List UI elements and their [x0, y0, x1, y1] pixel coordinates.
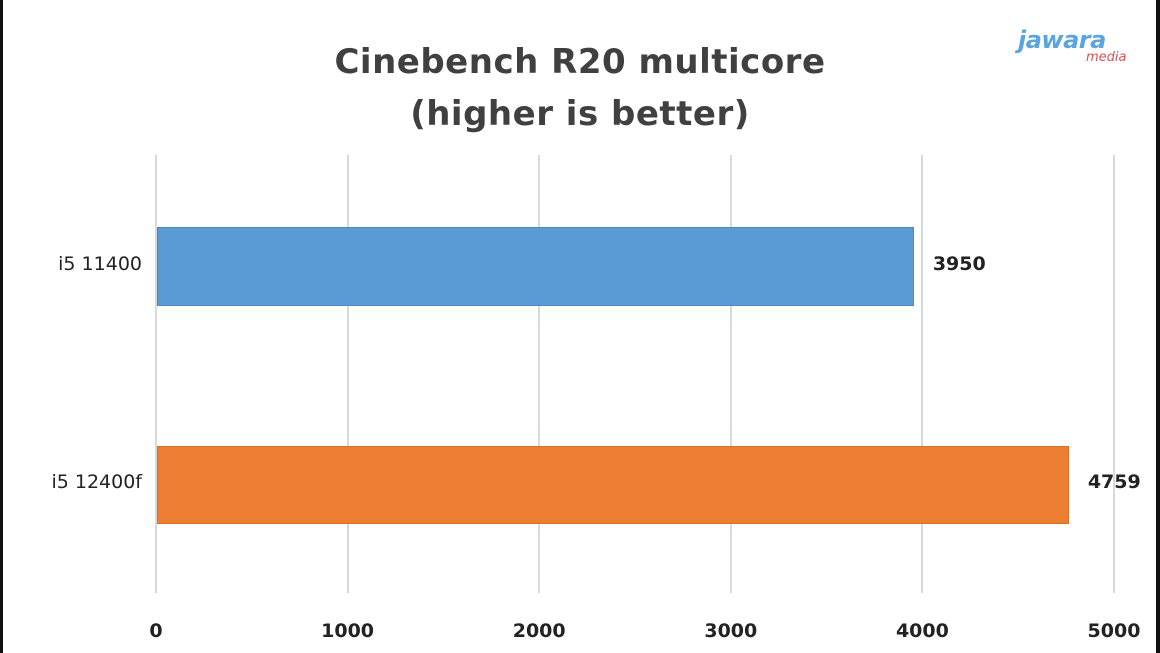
data-label: 4759	[1087, 471, 1141, 493]
left-border	[0, 0, 3, 653]
logo-word-jawara: jawara	[1018, 26, 1106, 54]
gridline	[1113, 155, 1115, 593]
category-label: i5 11400	[58, 252, 142, 275]
x-tick-label: 4000	[895, 620, 949, 642]
gridline	[538, 155, 541, 593]
bar-i5-11400	[157, 227, 914, 306]
x-tick-label: 5000	[1087, 620, 1141, 642]
chart-title: Cinebench R20 multicore	[334, 42, 826, 82]
category-label: i5 12400f	[51, 471, 142, 493]
gridline	[729, 155, 732, 593]
x-tick-label: 1000	[321, 620, 375, 642]
logo-word-media: media	[1086, 50, 1127, 65]
x-tick-label: 2000	[512, 620, 566, 642]
x-tick-label: 0	[149, 620, 163, 642]
data-label: 3950	[932, 252, 986, 275]
right-border	[1156, 0, 1160, 653]
jawara-media-logo: jawara media	[1018, 26, 1138, 70]
gridline	[155, 155, 157, 593]
bar-i5-12400f	[157, 446, 1069, 524]
gridline	[921, 155, 924, 593]
gridline	[346, 155, 349, 593]
x-tick-label: 3000	[704, 620, 758, 642]
chart-subtitle: (higher is better)	[410, 94, 750, 134]
